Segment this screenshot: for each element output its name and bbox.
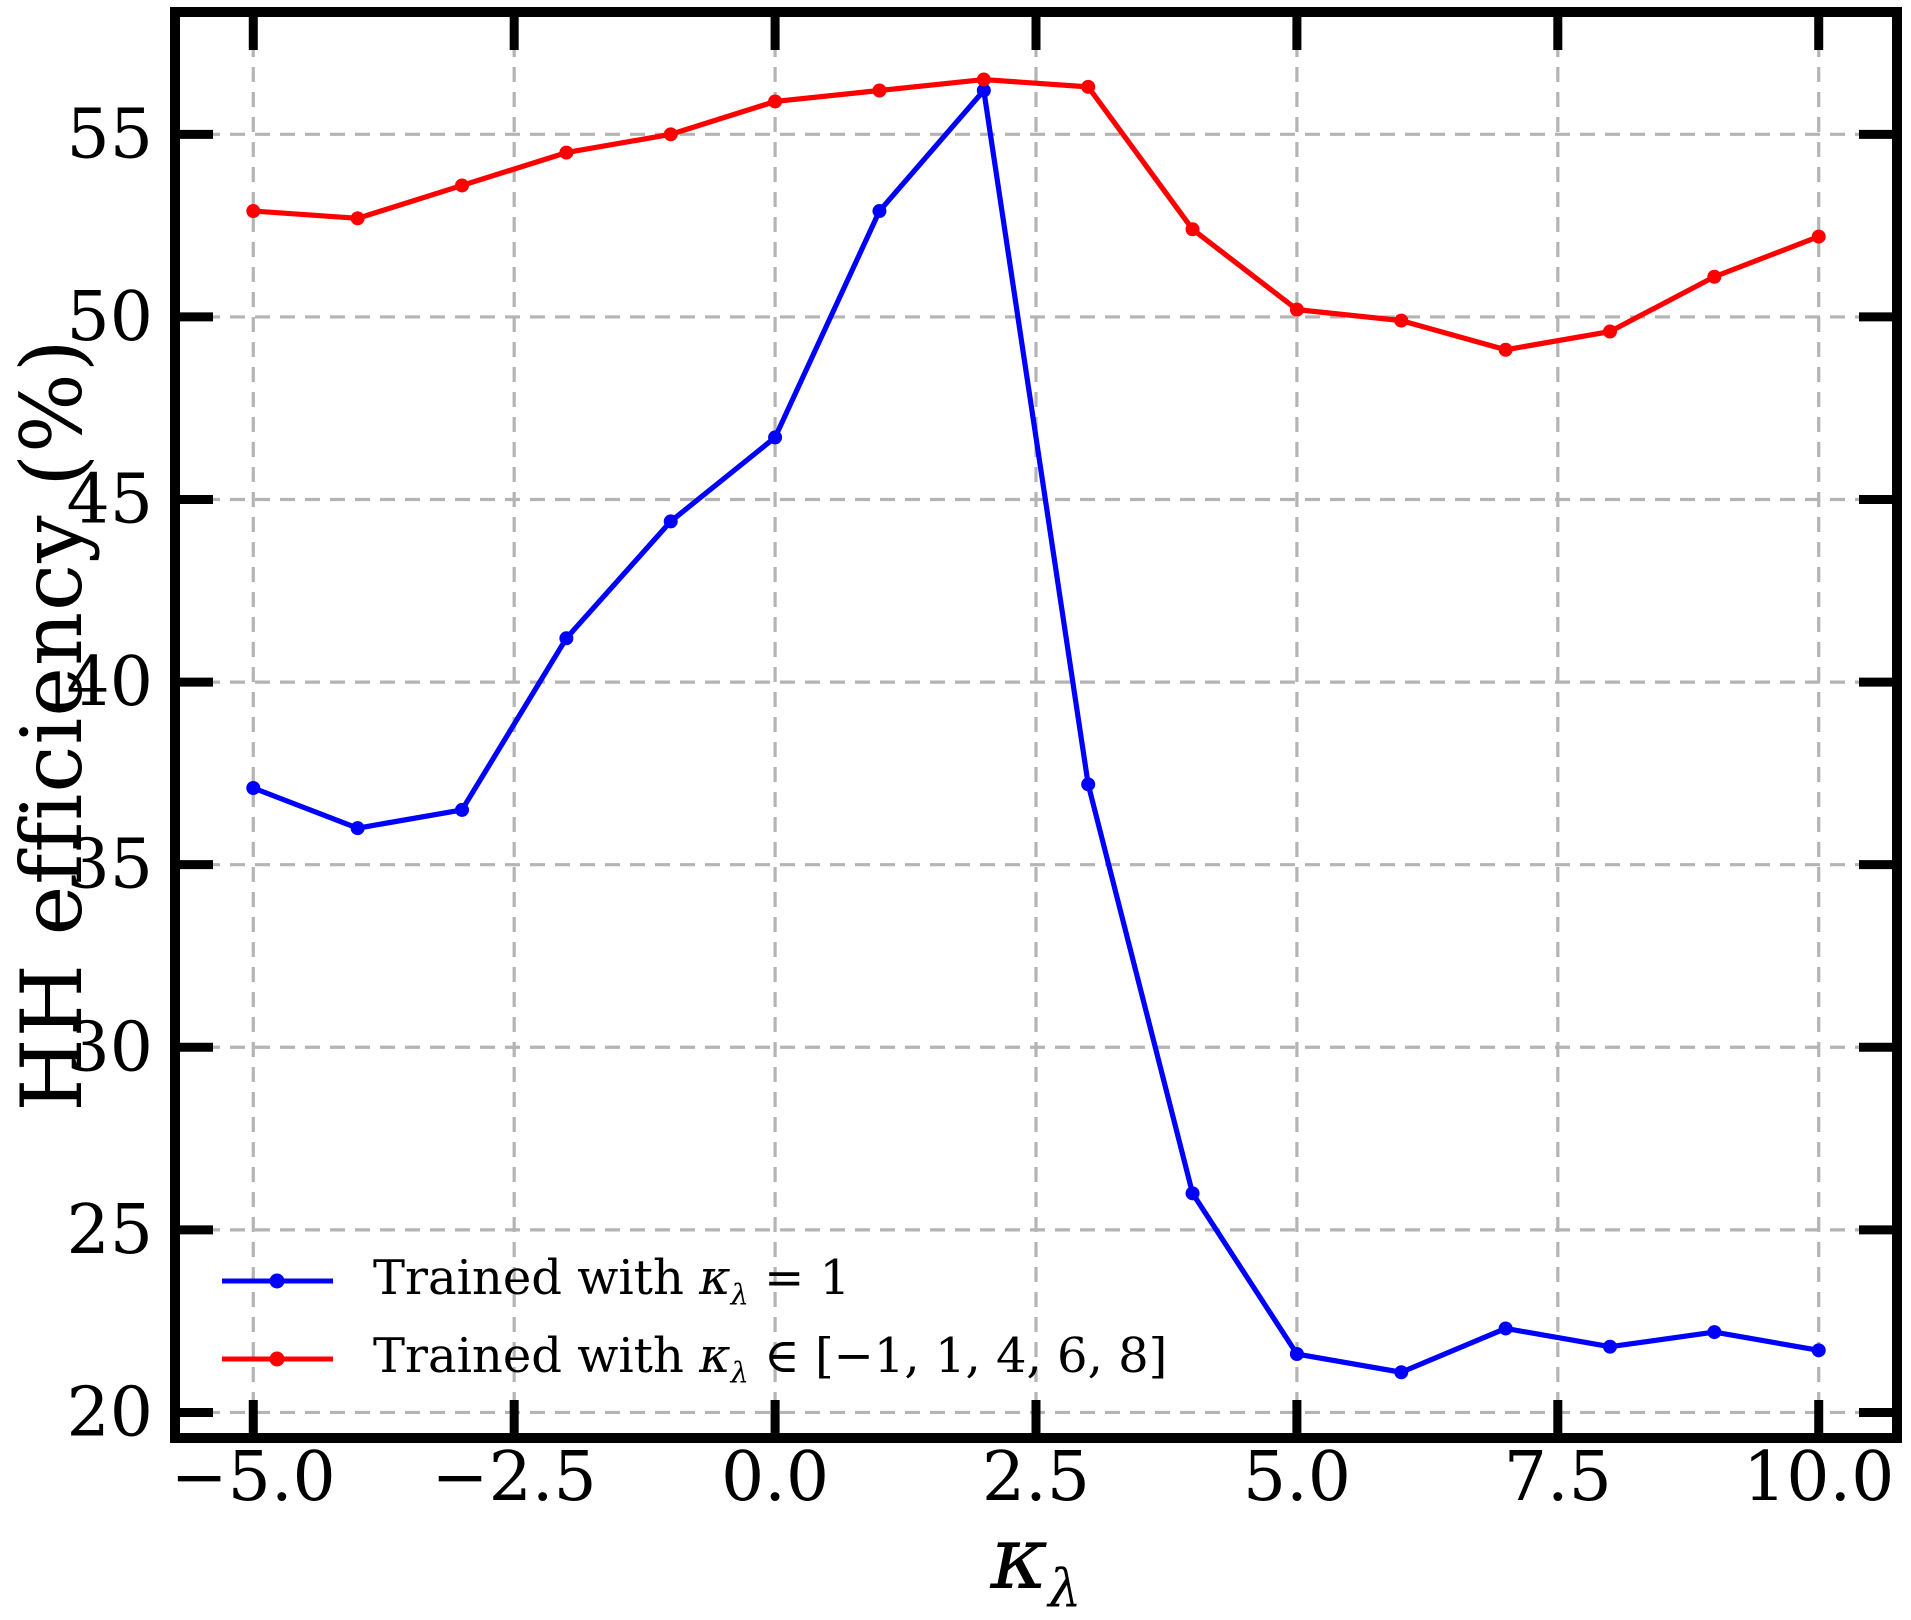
data-point [1185,222,1200,237]
x-tick-label: −5.0 [171,1438,336,1517]
data-point [455,178,469,193]
data-point [1603,1339,1617,1354]
data-point [1185,1186,1200,1201]
data-point [872,204,887,219]
y-tick-label: 35 [66,826,153,905]
data-point [663,127,678,142]
y-tick-label: 25 [66,1191,153,1270]
data-point [1811,229,1826,244]
data-point [246,780,261,795]
y-tick-label: 40 [66,643,153,722]
data-point [246,204,261,219]
data-point [976,83,991,98]
kappa-symbol: κ [990,1506,1049,1609]
data-point [350,821,365,836]
legend-label-suffix: = 1 [748,1250,851,1306]
legend-kappa-symbol: κ [699,1328,731,1384]
data-point [1289,302,1304,317]
x-tick-label: 5.0 [1243,1438,1351,1517]
x-tick-label: 7.5 [1504,1438,1612,1517]
legend-label-suffix: ∈ [−1, 1, 4, 6, 8] [748,1328,1168,1384]
legend-lambda-subscript: λ [730,1277,749,1312]
data-point [1394,313,1409,328]
data-point [1289,1347,1304,1362]
data-point [559,145,574,160]
legend-lambda-subscript: λ [730,1355,749,1390]
data-point [1081,777,1096,792]
x-tick-label: 10.0 [1743,1438,1894,1517]
data-point [559,631,574,646]
data-point [872,83,887,98]
data-point [1707,1325,1722,1340]
data-point [1811,1343,1826,1358]
legend-item-trained-kappa-set: Trained with κλ ∈ [−1, 1, 4, 6, 8] [205,1328,1167,1390]
legend-label-prefix: Trained with [373,1328,700,1384]
x-tick-label: 0.0 [721,1438,829,1517]
y-tick-label: 55 [66,95,153,174]
legend-handle-blue [222,1273,333,1289]
y-tick-label: 45 [66,461,153,540]
data-point [1394,1365,1409,1380]
data-point [663,514,678,529]
data-point [1707,269,1722,284]
data-point [1081,79,1096,94]
y-axis-label-text: HH efficiency (%) [3,338,101,1112]
data-point [455,802,469,817]
series-line-0 [250,87,1822,1375]
y-tick-label: 50 [66,278,153,357]
x-tick-label: −2.5 [432,1438,597,1517]
y-tick-label: 30 [66,1008,153,1087]
x-axis-label: κλ [990,1506,1081,1620]
data-point [976,72,991,87]
lambda-subscript: λ [1048,1558,1082,1620]
y-axis-label: HH efficiency (%) [3,338,101,1111]
legend-item-trained-kappa-1: Trained with κλ = 1 [205,1250,850,1312]
data-point [768,94,783,109]
x-tick-label: 2.5 [982,1438,1090,1517]
legend-label-prefix: Trained with [373,1250,700,1306]
legend-handle-red [222,1351,333,1367]
y-tick-label: 20 [66,1373,153,1452]
legend-marker-red [269,1351,285,1367]
data-point [350,211,365,226]
legend-label: Trained with κλ = 1 [373,1250,850,1312]
data-point [1603,324,1617,339]
legend-label: Trained with κλ ∈ [−1, 1, 4, 6, 8] [373,1328,1167,1390]
legend-kappa-symbol: κ [699,1250,731,1306]
series-line-1 [250,76,1822,353]
data-point [1498,342,1513,357]
data-point [768,430,783,445]
legend-marker-blue [269,1273,285,1289]
data-point [1498,1321,1513,1336]
